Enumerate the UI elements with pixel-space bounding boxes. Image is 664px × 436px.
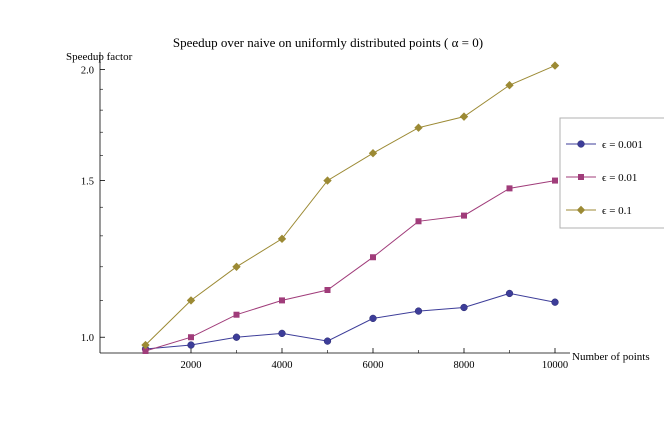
x-axis-label: Number of points	[572, 351, 650, 363]
data-point-diamond	[576, 205, 586, 215]
data-point-diamond	[505, 80, 514, 90]
chart-title: Speedup over naive on uniformly distribu…	[173, 35, 483, 50]
x-tick-label: 2000	[181, 360, 202, 371]
data-point-square	[415, 218, 422, 225]
y-tick-label: 2.0	[81, 65, 94, 76]
x-tick-label: 10000	[542, 360, 568, 371]
y-tick-label: 1.0	[81, 333, 94, 344]
axes	[99, 52, 570, 354]
data-point-circle	[505, 289, 514, 298]
series-line	[145, 65, 556, 346]
data-point-square	[233, 311, 240, 318]
series-line	[145, 292, 556, 350]
data-point-diamond	[459, 112, 469, 121]
data-point-circle	[414, 307, 423, 315]
data-point-diamond	[277, 234, 287, 244]
data-point-square	[324, 287, 331, 294]
series-3	[141, 61, 560, 350]
data-point-diamond	[232, 262, 241, 271]
data-point-diamond	[368, 149, 378, 158]
data-point-square	[578, 174, 584, 180]
data-point-circle	[551, 298, 559, 306]
x-tick-label: 4000	[272, 360, 293, 371]
data-point-square	[279, 297, 285, 304]
y-tick-label: 1.5	[81, 177, 94, 188]
x-axis-ticks: 2000 4000 6000 8000 10000	[145, 348, 568, 371]
data-point-diamond	[323, 176, 332, 185]
series-1	[141, 289, 559, 353]
data-point-diamond	[186, 296, 196, 305]
data-point-circle	[187, 341, 195, 349]
series-line	[145, 180, 556, 352]
legend-label: ϵ = 0.01	[602, 172, 637, 184]
data-point-circle	[323, 337, 332, 345]
data-point-square	[552, 177, 558, 184]
data-point-square	[506, 185, 513, 192]
legend-entry-3: ϵ = 0.1	[566, 205, 632, 217]
data-point-square	[142, 347, 149, 354]
data-point-diamond	[141, 340, 150, 350]
y-axis-ticks: 1.0 1.5 2.0	[81, 65, 105, 344]
data-point-circle	[278, 329, 286, 338]
data-point-square	[188, 334, 194, 341]
legend-label: ϵ = 0.001	[602, 139, 643, 151]
y-axis-label: Speedup factor	[66, 51, 133, 63]
series-2	[142, 177, 558, 354]
data-point-square	[461, 212, 467, 219]
data-point-circle	[232, 333, 241, 341]
data-point-diamond	[550, 61, 560, 70]
data-point-circle	[369, 314, 377, 323]
legend-entry-1: ϵ = 0.001	[566, 139, 643, 151]
series-layer	[141, 61, 560, 354]
data-point-circle	[577, 140, 585, 148]
data-point-diamond	[414, 123, 423, 132]
data-point-square	[370, 254, 376, 261]
x-tick-label: 6000	[363, 360, 384, 371]
legend-entry-2: ϵ = 0.01	[566, 172, 637, 184]
data-point-circle	[460, 303, 468, 312]
x-tick-label: 8000	[454, 360, 475, 371]
legend: ϵ = 0.001 ϵ = 0.01 ϵ = 0.1	[559, 117, 664, 229]
legend-label: ϵ = 0.1	[602, 205, 632, 217]
